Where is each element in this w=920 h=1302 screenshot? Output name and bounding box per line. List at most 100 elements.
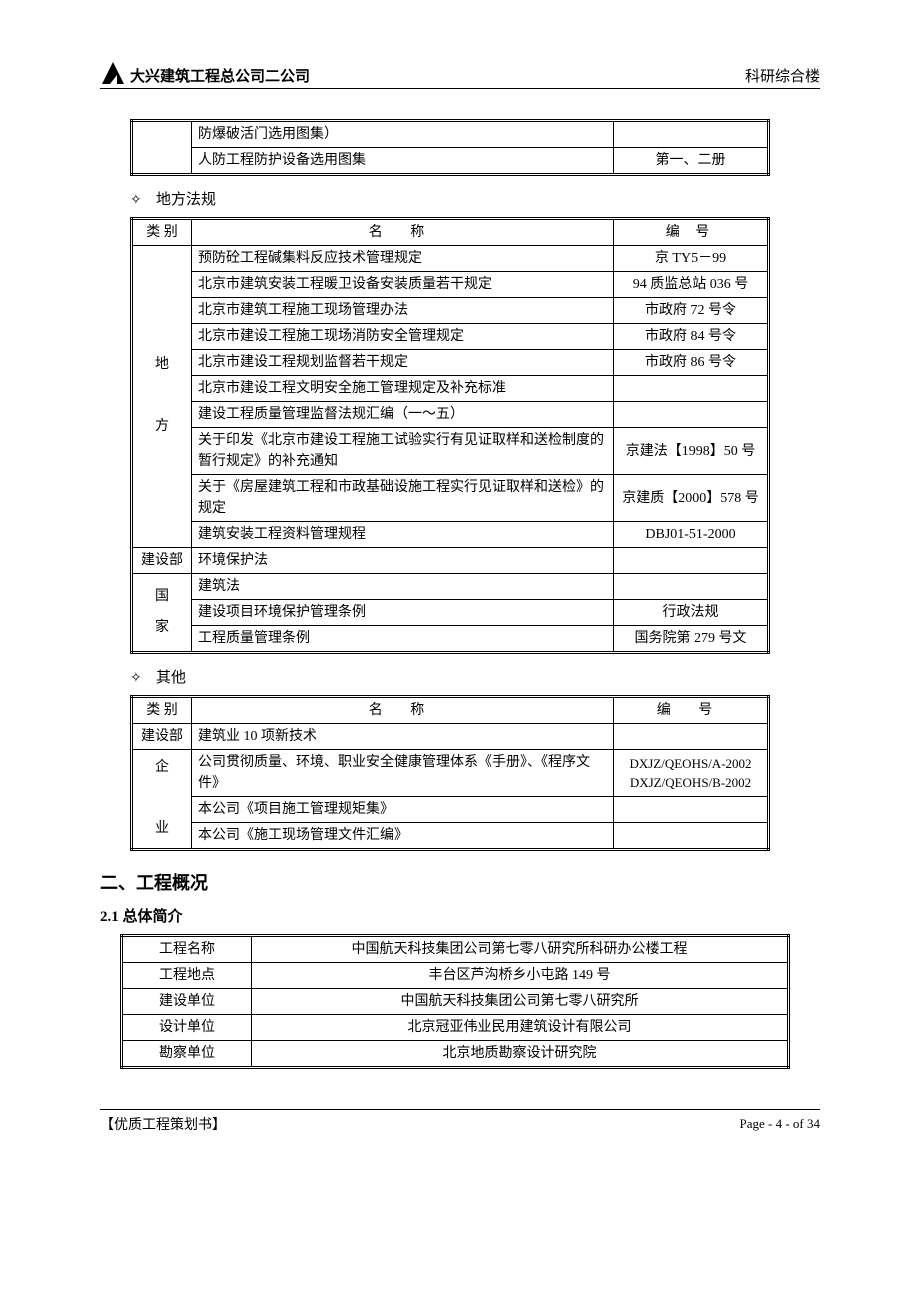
footer-page-number: Page - 4 - of 34 [739, 1116, 820, 1132]
cell-key: 勘察单位 [122, 1041, 252, 1068]
cell-num: 京 TY5－99 [614, 246, 769, 272]
table-row: 北京市建设工程文明安全施工管理规定及补充标准 [132, 376, 769, 402]
cell-name: 北京市建筑安装工程暖卫设备安装质量若干规定 [192, 272, 614, 298]
col-header-name: 名 称 [192, 697, 614, 724]
subheading-general-intro: 2.1 总体简介 [100, 905, 820, 926]
table-row: 建设项目环境保护管理条例行政法规 [132, 600, 769, 626]
cell-name: 人防工程防护设备选用图集 [192, 148, 614, 175]
table-row: 北京市建设工程施工现场消防安全管理规定市政府 84 号令 [132, 324, 769, 350]
table-row: 建设部 建筑业 10 项新技术 [132, 724, 769, 750]
table-row: 北京市建筑工程施工现场管理办法市政府 72 号令 [132, 298, 769, 324]
cell-num: 行政法规 [614, 600, 769, 626]
table-row: 国 家 建筑法 [132, 574, 769, 600]
cell-num [614, 402, 769, 428]
table-row: 建设单位中国航天科技集团公司第七零八研究所 [122, 989, 789, 1015]
table-row: 本公司《项目施工管理规矩集》 [132, 797, 769, 823]
cell-num: 市政府 72 号令 [614, 298, 769, 324]
cell-name: 关于印发《北京市建设工程施工试验实行有见证取样和送检制度的暂行规定》的补充通知 [192, 428, 614, 475]
table-row: 企 业 公司贯彻质量、环境、职业安全健康管理体系《手册》、《程序文件》 DXJZ… [132, 750, 769, 797]
section-title: 其他 [156, 670, 186, 686]
cell-value: 北京地质勘察设计研究院 [252, 1041, 789, 1068]
table-row: 人防工程防护设备选用图集 第一、二册 [132, 148, 769, 175]
col-header-name: 名 称 [192, 219, 614, 246]
table-local-regs: 类 别 名 称 编 号 地 方 预防砼工程碱集料反应技术管理规定 京 TY5－9… [130, 217, 770, 654]
footer-doc-title: 【优质工程策划书】 [100, 1114, 226, 1134]
cell-num [614, 797, 769, 823]
cell-num: 京建质【2000】578 号 [614, 475, 769, 522]
cell-num [614, 574, 769, 600]
cell-key: 设计单位 [122, 1015, 252, 1041]
cell-name: 本公司《施工现场管理文件汇编》 [192, 823, 614, 850]
cell-num: 94 质监总站 036 号 [614, 272, 769, 298]
cell-name: 北京市建设工程规划监督若干规定 [192, 350, 614, 376]
cell-category: 建设部 [132, 724, 192, 750]
company-logo-icon [100, 60, 126, 86]
diamond-bullet-icon: ✧ [130, 192, 140, 209]
table-other: 类 别 名 称 编 号 建设部 建筑业 10 项新技术 企 业 公司贯彻质量、环… [130, 695, 770, 851]
cell-name: 公司贯彻质量、环境、职业安全健康管理体系《手册》、《程序文件》 [192, 750, 614, 797]
table-row: 关于《房屋建筑工程和市政基础设施工程实行见证取样和送检》的规定京建质【2000】… [132, 475, 769, 522]
table-row: 建设工程质量管理监督法规汇编（一～五） [132, 402, 769, 428]
section-title: 地方法规 [156, 192, 216, 208]
table-row: 建设部 环境保护法 [132, 548, 769, 574]
cell-name: 关于《房屋建筑工程和市政基础设施工程实行见证取样和送检》的规定 [192, 475, 614, 522]
page-header: 大兴建筑工程总公司二公司 科研综合楼 [100, 60, 820, 89]
cell-name: 本公司《项目施工管理规矩集》 [192, 797, 614, 823]
cell-num: 国务院第 279 号文 [614, 626, 769, 653]
cell-num [614, 376, 769, 402]
cell-category: 地 方 [132, 246, 192, 548]
table-row: 本公司《施工现场管理文件汇编》 [132, 823, 769, 850]
cell-name: 北京市建设工程施工现场消防安全管理规定 [192, 324, 614, 350]
cell-name: 建筑法 [192, 574, 614, 600]
page-footer: 【优质工程策划书】 Page - 4 - of 34 [100, 1109, 820, 1134]
table-row: 工程地点丰台区芦沟桥乡小屯路 149 号 [122, 963, 789, 989]
cell-num [614, 121, 769, 148]
cell-value: 北京冠亚伟业民用建筑设计有限公司 [252, 1015, 789, 1041]
cell-value: 中国航天科技集团公司第七零八研究所科研办公楼工程 [252, 936, 789, 963]
cell-num: 京建法【1998】50 号 [614, 428, 769, 475]
table-row: 关于印发《北京市建设工程施工试验实行有见证取样和送检制度的暂行规定》的补充通知京… [132, 428, 769, 475]
col-header-category: 类 别 [132, 219, 192, 246]
cell-name: 建设工程质量管理监督法规汇编（一～五） [192, 402, 614, 428]
cell-num [614, 548, 769, 574]
table-row: 北京市建设工程规划监督若干规定市政府 86 号令 [132, 350, 769, 376]
cell-key: 工程名称 [122, 936, 252, 963]
table-top-fragment: 防爆破活门选用图集） 人防工程防护设备选用图集 第一、二册 [130, 119, 770, 176]
cell-num: 第一、二册 [614, 148, 769, 175]
table-row: 设计单位北京冠亚伟业民用建筑设计有限公司 [122, 1015, 789, 1041]
cell-value: 中国航天科技集团公司第七零八研究所 [252, 989, 789, 1015]
table-overview: 工程名称中国航天科技集团公司第七零八研究所科研办公楼工程 工程地点丰台区芦沟桥乡… [120, 934, 790, 1069]
header-left: 大兴建筑工程总公司二公司 [100, 60, 310, 86]
table-header-row: 类 别 名 称 编 号 [132, 219, 769, 246]
col-header-number: 编 号 [614, 219, 769, 246]
cell-name: 预防砼工程碱集料反应技术管理规定 [192, 246, 614, 272]
table-row: 勘察单位北京地质勘察设计研究院 [122, 1041, 789, 1068]
cell-category: 建设部 [132, 548, 192, 574]
cell-name: 工程质量管理条例 [192, 626, 614, 653]
cell-key: 建设单位 [122, 989, 252, 1015]
table-row: 工程质量管理条例国务院第 279 号文 [132, 626, 769, 653]
table-header-row: 类 别 名 称 编 号 [132, 697, 769, 724]
table-row: 工程名称中国航天科技集团公司第七零八研究所科研办公楼工程 [122, 936, 789, 963]
cell-name: 环境保护法 [192, 548, 614, 574]
table-row: 建筑安装工程资料管理规程DBJ01-51-2000 [132, 522, 769, 548]
section-local-regs: ✧ 地方法规 [130, 188, 820, 209]
cell-name: 建筑业 10 项新技术 [192, 724, 614, 750]
table-row: 防爆破活门选用图集） [132, 121, 769, 148]
col-header-category: 类 别 [132, 697, 192, 724]
heading-project-overview: 二、工程概况 [100, 869, 820, 895]
cell-name: 北京市建设工程文明安全施工管理规定及补充标准 [192, 376, 614, 402]
cell-value: 丰台区芦沟桥乡小屯路 149 号 [252, 963, 789, 989]
diamond-bullet-icon: ✧ [130, 670, 140, 687]
table-row: 地 方 预防砼工程碱集料反应技术管理规定 京 TY5－99 [132, 246, 769, 272]
cell-name: 防爆破活门选用图集） [192, 121, 614, 148]
cell-num: DBJ01-51-2000 [614, 522, 769, 548]
cell-category: 国 家 [132, 574, 192, 653]
cell-key: 工程地点 [122, 963, 252, 989]
cell-num [614, 823, 769, 850]
cell-name: 建设项目环境保护管理条例 [192, 600, 614, 626]
col-header-number: 编 号 [614, 697, 769, 724]
cell-num: 市政府 84 号令 [614, 324, 769, 350]
cell-name: 建筑安装工程资料管理规程 [192, 522, 614, 548]
cell-num: DXJZ/QEOHS/A-2002 DXJZ/QEOHS/B-2002 [614, 750, 769, 797]
